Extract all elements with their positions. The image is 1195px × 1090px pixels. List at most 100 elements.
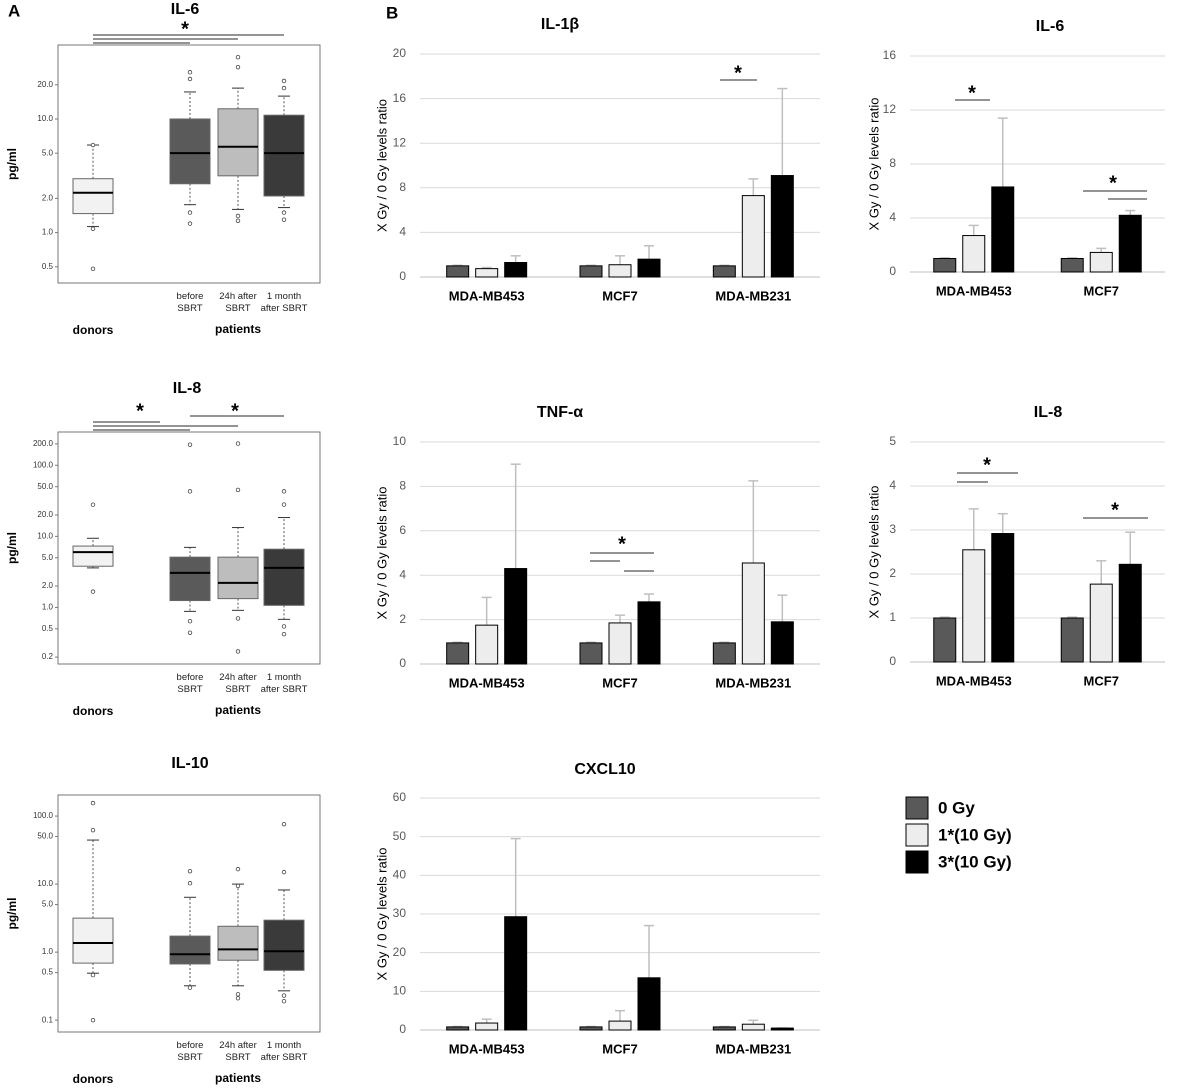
- y-tick-label: 10: [393, 984, 407, 998]
- x-tick-label: MDA-MB231: [715, 288, 791, 303]
- x-tick-label: MCF7: [602, 675, 637, 690]
- outlier: [235, 218, 241, 224]
- x-tick-label: before SBRT: [176, 672, 204, 695]
- y-tick-label: 6: [399, 523, 406, 537]
- group-label: patients: [215, 1071, 261, 1085]
- plot-frame: [57, 794, 321, 1033]
- bar: [579, 265, 603, 278]
- category-label-box: 24h after SBRT: [219, 291, 257, 314]
- legend-label: 3*(10 Gy): [938, 852, 1012, 871]
- outlier: [90, 266, 96, 272]
- bar: [637, 601, 661, 665]
- significance-star: *: [983, 454, 991, 476]
- chart-title: IL-10: [171, 755, 208, 772]
- bar: [579, 642, 603, 665]
- bar: [446, 1026, 470, 1031]
- y-tick-label: 5.0: [42, 900, 54, 909]
- outlier: [235, 866, 241, 872]
- outlier: [187, 70, 193, 75]
- outlier: [90, 502, 96, 507]
- significance-star: *: [1109, 172, 1117, 194]
- bar: [991, 186, 1015, 273]
- bar: [475, 624, 499, 665]
- y-tick-label: 0.1: [42, 1015, 54, 1024]
- bar: [712, 1026, 736, 1031]
- bar: [504, 916, 528, 1031]
- y-tick-label: 50.0: [37, 482, 53, 491]
- outlier: [187, 630, 193, 635]
- x-tick-label: MDA-MB231: [715, 1041, 791, 1056]
- y-tick-label: 20: [393, 945, 407, 959]
- outlier: [187, 76, 193, 82]
- y-tick-label: 60: [393, 790, 407, 804]
- outlier: [235, 54, 241, 60]
- y-tick-label: 40: [393, 868, 407, 882]
- y-tick-label: 8: [399, 479, 406, 493]
- bar: [637, 977, 661, 1031]
- box: [217, 556, 259, 600]
- y-tick-label: 4: [399, 225, 406, 239]
- outlier: [281, 85, 287, 91]
- y-axis-label: X Gy / 0 Gy levels ratio: [866, 486, 881, 619]
- bar: [1060, 617, 1084, 663]
- group-label: donors: [73, 323, 114, 337]
- outlier: [90, 972, 96, 978]
- legend-label: 0 Gy: [938, 798, 975, 817]
- x-tick-label: 24h after SBRT: [219, 291, 257, 314]
- outlier: [281, 502, 287, 507]
- outlier: [187, 442, 193, 447]
- y-tick-label: 5.0: [42, 553, 54, 562]
- bar: [712, 642, 736, 665]
- significance-star: *: [968, 82, 976, 104]
- bar: [608, 622, 632, 665]
- category-label-box: before SBRT: [176, 1040, 204, 1063]
- outlier: [235, 649, 241, 654]
- group-label: donors: [73, 1072, 114, 1086]
- y-tick-label: 4: [889, 210, 896, 224]
- x-tick-label: MCF7: [602, 1041, 637, 1056]
- outlier: [281, 489, 287, 494]
- x-tick-label: 1 month after SBRT: [260, 291, 308, 314]
- outlier: [235, 996, 241, 1001]
- panel-label: A: [8, 1, 20, 20]
- bar: [962, 549, 986, 663]
- y-tick-label: 16: [883, 48, 897, 62]
- outlier: [235, 441, 241, 446]
- chart-title: IL-6: [1036, 18, 1065, 35]
- outlier: [90, 226, 96, 231]
- y-tick-label: 8: [889, 156, 896, 170]
- outlier: [187, 210, 193, 215]
- y-axis-label: pg/ml: [5, 148, 19, 180]
- y-axis-label: pg/ml: [5, 532, 19, 564]
- x-tick-label: MDA-MB453: [449, 1041, 525, 1056]
- y-tick-label: 1.0: [42, 603, 54, 612]
- significance-star: *: [618, 533, 626, 555]
- x-tick-label: before SBRT: [176, 291, 204, 314]
- outlier: [235, 487, 241, 493]
- y-tick-label: 100.0: [33, 811, 54, 820]
- x-tick-label: before SBRT: [176, 1040, 204, 1063]
- outlier: [90, 800, 96, 806]
- bar: [741, 195, 765, 278]
- plot-frame: [57, 44, 321, 284]
- box: [169, 118, 211, 185]
- x-tick-label: MDA-MB453: [449, 288, 525, 303]
- box: [217, 925, 259, 961]
- y-tick-label: 100.0: [33, 460, 54, 469]
- y-tick-label: 50.0: [37, 832, 53, 841]
- y-tick-label: 0.2: [42, 652, 54, 661]
- y-tick-label: 10.0: [37, 879, 53, 888]
- outlier: [187, 868, 193, 874]
- box: [169, 556, 211, 602]
- y-tick-label: 0: [399, 656, 406, 670]
- significance-star: *: [136, 400, 144, 422]
- x-tick-label: 24h after SBRT: [219, 672, 257, 695]
- y-tick-label: 0.5: [42, 262, 54, 271]
- y-tick-label: 3: [889, 522, 896, 536]
- y-tick-label: 0.5: [42, 624, 54, 633]
- outlier: [90, 1017, 96, 1023]
- bar: [712, 265, 736, 278]
- box: [169, 935, 211, 965]
- outlier: [281, 632, 287, 637]
